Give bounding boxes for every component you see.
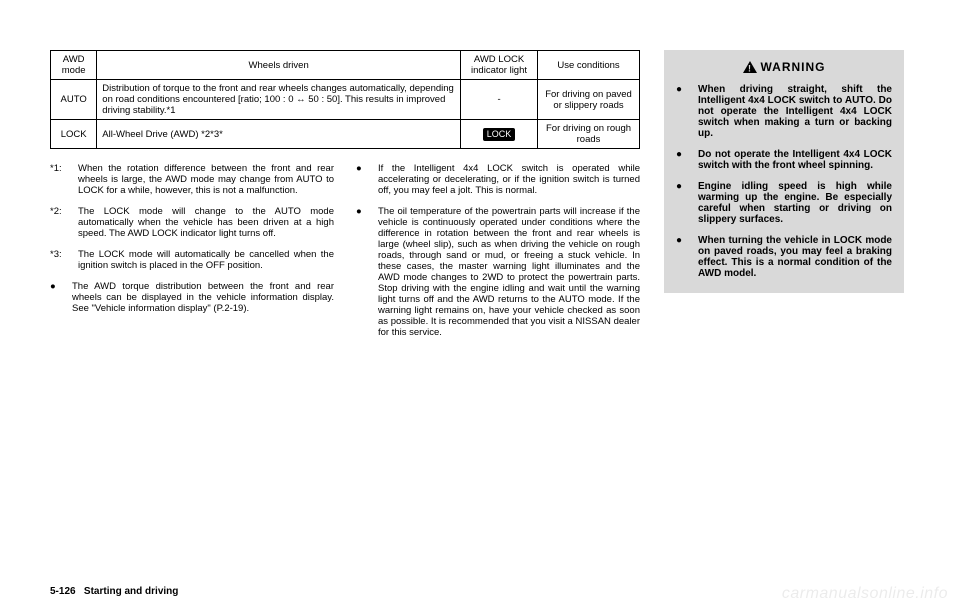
cell-use: For driving on rough roads [538, 120, 640, 149]
svg-text:!: ! [748, 64, 752, 74]
cell-desc: All-Wheel Drive (AWD) *2*3* [97, 120, 461, 149]
bullet-icon: ● [676, 149, 688, 171]
bullet-icon: ● [676, 235, 688, 279]
page-number: 5-126 [50, 586, 76, 597]
section-title: Starting and driving [84, 586, 178, 597]
bullet-icon: ● [676, 181, 688, 225]
bullet-text: If the Intelligent 4x4 LOCK switch is op… [378, 163, 640, 196]
right-column: ! WARNING ● When driving straight, shift … [664, 50, 904, 338]
footnote: *1: When the rotation difference between… [50, 163, 334, 196]
page-footer: 5-126 Starting and driving [50, 586, 178, 597]
warning-triangle-icon: ! [743, 61, 757, 73]
warning-item: ● Do not operate the Intelligent 4x4 LOC… [676, 149, 892, 171]
table-row: AUTO Distribution of torque to the front… [51, 80, 640, 120]
footnote-label: *2: [50, 206, 68, 239]
bullet-icon: ● [356, 163, 368, 196]
th-indicator: AWD LOCK indicator light [461, 51, 538, 80]
bullet-item: ● The oil temperature of the powertrain … [356, 206, 640, 338]
warning-text: When turning the vehicle in LOCK mode on… [698, 235, 892, 279]
warning-box: ! WARNING ● When driving straight, shift … [664, 50, 904, 293]
warning-item: ● Engine idling speed is high while warm… [676, 181, 892, 225]
warning-text: Do not operate the Intelligent 4x4 LOCK … [698, 149, 892, 171]
cell-indicator: - [461, 80, 538, 120]
footnote: *3: The LOCK mode will automatically be … [50, 249, 334, 271]
footnote-text: The LOCK mode will change to the AUTO mo… [78, 206, 334, 239]
warning-text: Engine idling speed is high while warmin… [698, 181, 892, 225]
warning-item: ● When driving straight, shift the Intel… [676, 84, 892, 139]
watermark: carmanualsonline.info [782, 585, 948, 603]
cell-indicator: LOCK [461, 120, 538, 149]
th-wheels: Wheels driven [97, 51, 461, 80]
bullet-item: ● If the Intelligent 4x4 LOCK switch is … [356, 163, 640, 196]
table-row: LOCK All-Wheel Drive (AWD) *2*3* LOCK Fo… [51, 120, 640, 149]
warning-text: When driving straight, shift the Intelli… [698, 84, 892, 139]
footnote-label: *1: [50, 163, 68, 196]
th-mode: AWD mode [51, 51, 97, 80]
th-use: Use conditions [538, 51, 640, 80]
cell-use: For driving on paved or slippery roads [538, 80, 640, 120]
footnote-text: When the rotation difference between the… [78, 163, 334, 196]
warning-item: ● When turning the vehicle in LOCK mode … [676, 235, 892, 279]
bullet-text: The AWD torque distribution between the … [72, 281, 334, 314]
cell-mode: AUTO [51, 80, 97, 120]
awd-mode-table: AWD mode Wheels driven AWD LOCK indicato… [50, 50, 640, 149]
footnote: *2: The LOCK mode will change to the AUT… [50, 206, 334, 239]
warning-heading: ! WARNING [676, 60, 892, 74]
cell-mode: LOCK [51, 120, 97, 149]
footnote-text: The LOCK mode will automatically be canc… [78, 249, 334, 271]
left-column: AWD mode Wheels driven AWD LOCK indicato… [50, 50, 640, 338]
bullet-item: ● The AWD torque distribution between th… [50, 281, 334, 314]
bullet-icon: ● [50, 281, 62, 314]
bullet-icon: ● [676, 84, 688, 139]
bullet-text: The oil temperature of the powertrain pa… [378, 206, 640, 338]
lock-icon: LOCK [483, 128, 516, 141]
footnote-label: *3: [50, 249, 68, 271]
warning-title-text: WARNING [761, 60, 826, 74]
footnotes-block: *1: When the rotation difference between… [50, 163, 640, 338]
bullet-icon: ● [356, 206, 368, 338]
cell-desc: Distribution of torque to the front and … [97, 80, 461, 120]
